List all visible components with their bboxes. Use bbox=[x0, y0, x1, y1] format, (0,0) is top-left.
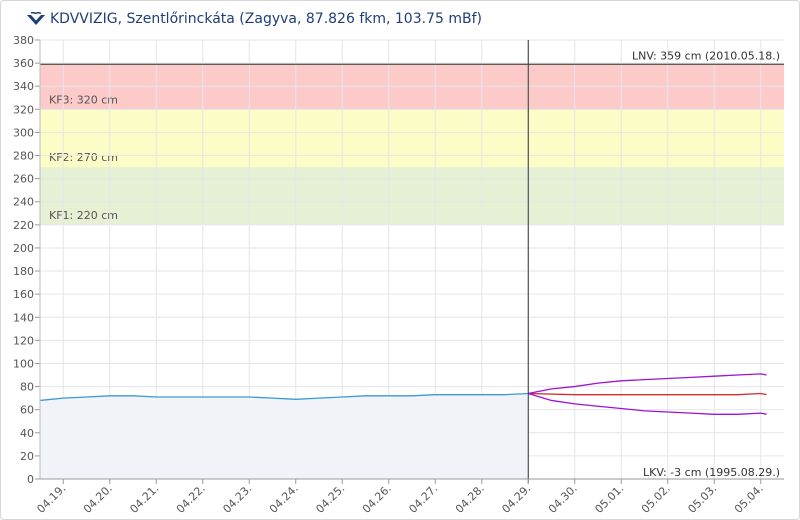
series-line-2 bbox=[528, 392, 767, 396]
y-tick-label: 220 bbox=[13, 219, 34, 232]
y-tick-label: 0 bbox=[27, 473, 34, 486]
x-tick-label: 05.04. bbox=[732, 482, 766, 516]
series-line-3 bbox=[528, 373, 767, 395]
x-tick-label: 05.03. bbox=[685, 482, 719, 516]
y-axis: 0 20 40 60 80 100 120 140 160 180 200 220 240 260 280 3… bbox=[13, 34, 41, 486]
y-tick-label: 260 bbox=[13, 173, 34, 186]
y-tick-label: 60 bbox=[20, 404, 34, 417]
chart-title: KDVVIZIG, Szentlőrinckáta (Zagyva, 87.82… bbox=[50, 11, 482, 27]
alert-band-label-1: KF1: 220 cm bbox=[49, 209, 118, 222]
reference-label-2: LKV: -3 cm (1995.08.29.) bbox=[643, 466, 780, 479]
x-tick-label: 04.29. bbox=[499, 482, 533, 516]
x-tick-label: 04.25. bbox=[313, 482, 347, 516]
y-tick-label: 380 bbox=[13, 34, 34, 47]
series-area-1 bbox=[40, 393, 529, 479]
y-tick-label: 80 bbox=[20, 381, 34, 394]
alert-band-1 bbox=[40, 167, 784, 225]
x-tick-label: 04.26. bbox=[360, 482, 394, 516]
x-axis: 04.19. 04.20. 04.21. 04.22. 04.23. 04.24. 04.2… bbox=[34, 478, 784, 516]
y-tick-label: 180 bbox=[13, 265, 34, 278]
x-tick-label: 04.22. bbox=[174, 482, 208, 516]
alert-band-label-3: KF3: 320 cm bbox=[49, 93, 118, 106]
x-tick-label: 04.30. bbox=[546, 482, 580, 516]
y-tick-label: 160 bbox=[13, 288, 34, 301]
x-tick-label: 04.24. bbox=[267, 482, 301, 516]
alert-band-2 bbox=[40, 109, 784, 168]
y-tick-label: 360 bbox=[13, 57, 34, 70]
y-tick-label: 300 bbox=[13, 126, 34, 139]
series-line-1 bbox=[39, 392, 529, 402]
y-tick-label: 320 bbox=[13, 103, 34, 116]
y-tick-label: 340 bbox=[13, 80, 34, 93]
x-tick-label: 04.21. bbox=[127, 482, 161, 516]
y-tick-label: 200 bbox=[13, 242, 34, 255]
y-tick-label: 240 bbox=[13, 196, 34, 209]
x-tick-label: 04.19. bbox=[34, 482, 68, 516]
y-tick-label: 100 bbox=[13, 357, 34, 370]
reference-label-1: LNV: 359 cm (2010.05.18.) bbox=[632, 49, 780, 62]
x-tick-label: 05.01. bbox=[592, 482, 626, 516]
alert-bands: KF1: 220 cm KF2: 270 cm KF3: 320 cm bbox=[40, 63, 784, 225]
x-tick-label: 05.02. bbox=[639, 482, 673, 516]
x-tick-label: 04.20. bbox=[81, 482, 115, 516]
y-tick-label: 120 bbox=[13, 334, 34, 347]
y-tick-label: 280 bbox=[13, 150, 34, 163]
x-tick-label: 04.23. bbox=[220, 482, 254, 516]
x-tick-label: 04.28. bbox=[453, 482, 487, 516]
x-tick-label: 04.27. bbox=[406, 482, 440, 516]
series-lines bbox=[39, 373, 767, 479]
series-line-4 bbox=[528, 392, 767, 415]
y-tick-label: 140 bbox=[13, 311, 34, 324]
y-tick-label: 40 bbox=[20, 427, 34, 440]
reference-lines: LNV: 359 cm (2010.05.18.) LKV: -3 cm (199… bbox=[40, 40, 784, 483]
chart-header: KDVVIZIG, Szentlőrinckáta (Zagyva, 87.82… bbox=[26, 6, 482, 32]
alert-band-label-2: KF2: 270 cm bbox=[49, 151, 118, 164]
kdvvizig-logo-icon bbox=[27, 11, 45, 25]
y-tick-label: 20 bbox=[20, 450, 34, 463]
